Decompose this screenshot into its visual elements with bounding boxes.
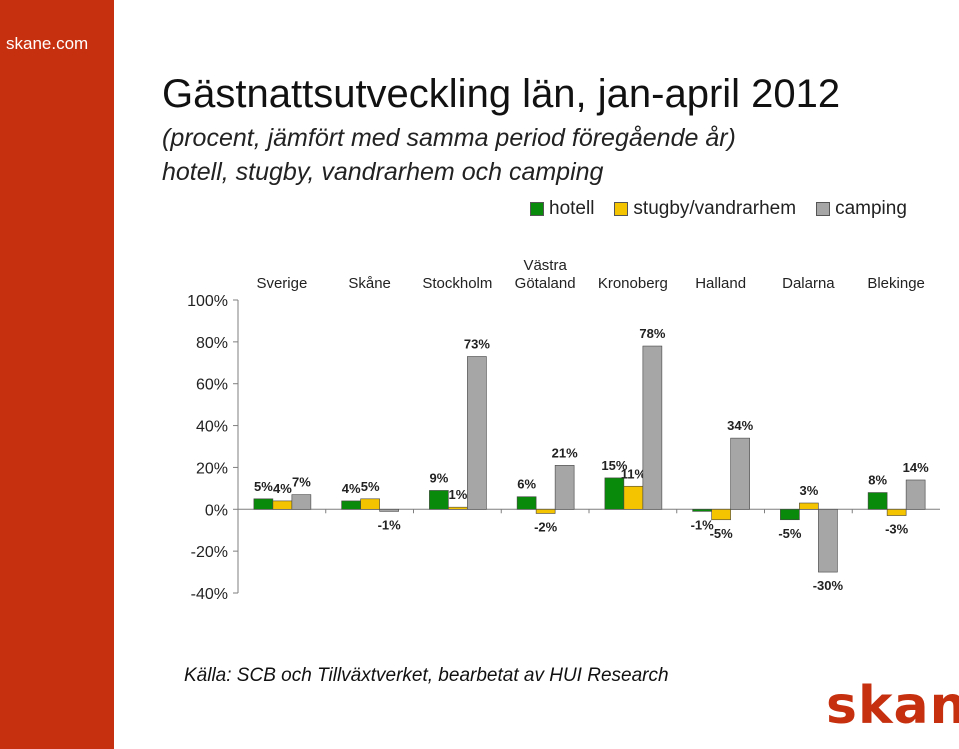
data-label: 5% (361, 479, 380, 494)
chart-title: Gästnattsutveckling län, jan-april 2012 (162, 72, 841, 116)
bar-hotell (341, 500, 361, 510)
data-label: 1% (448, 487, 467, 502)
category-label: Kronoberg (598, 275, 668, 292)
data-label: 8% (868, 473, 887, 488)
bar-stugby (360, 498, 380, 510)
data-label: -1% (691, 517, 715, 532)
data-label: -30% (813, 578, 844, 593)
y-tick-label: -20% (191, 544, 228, 561)
category-label: Blekinge (867, 275, 925, 292)
bar-stugby (886, 508, 907, 516)
y-tick-label: -40% (191, 586, 228, 603)
site-name[interactable]: skane.com (6, 34, 89, 53)
bar-hotell (604, 477, 625, 510)
category-label: Stockholm (422, 275, 492, 292)
data-label: -3% (885, 522, 909, 537)
data-label: 9% (429, 470, 448, 485)
bar-camping (467, 356, 487, 510)
data-label: 4% (273, 481, 292, 496)
data-label: 11% (621, 466, 647, 481)
chart-legend: hotell stugby/vandrarhem camping (530, 198, 927, 220)
bar-stugby (272, 500, 293, 510)
bar-stugby (799, 502, 819, 510)
bar-stugby (623, 485, 644, 510)
skane-logo: skane (826, 676, 959, 736)
bar-camping (554, 465, 575, 510)
bar-camping (818, 508, 838, 573)
legend-label-camping: camping (835, 198, 907, 219)
y-tick-label: 80% (196, 335, 228, 352)
y-tick-label: 100% (187, 293, 228, 310)
category-label: Västra (523, 257, 567, 274)
bar-stugby (535, 508, 556, 514)
data-label: 78% (639, 326, 665, 341)
data-label: 4% (342, 481, 361, 496)
category-label: Sverige (256, 275, 307, 292)
category-label: Skåne (348, 275, 391, 292)
bar-hotell (429, 490, 449, 510)
data-label: 6% (517, 477, 536, 492)
y-tick-label: 40% (196, 419, 228, 436)
category-label: Dalarna (782, 275, 835, 292)
data-label: 15% (601, 458, 627, 473)
data-label: -2% (534, 519, 558, 534)
bar-camping (730, 437, 750, 510)
bar-camping (642, 345, 663, 510)
bar-hotell (516, 496, 537, 510)
data-label: 34% (727, 418, 753, 433)
bar-camping (905, 479, 926, 510)
data-label: 3% (799, 483, 818, 498)
legend-label-hotell: hotell (549, 198, 595, 219)
data-label: 5% (254, 479, 273, 494)
y-tick-label: 20% (196, 460, 228, 477)
category-label: Götaland (515, 275, 576, 292)
bar-hotell (867, 492, 888, 510)
y-tick-label: 0% (205, 502, 228, 519)
data-label: 14% (903, 460, 929, 475)
chart-subtitle: (procent, jämfört med samma period föreg… (162, 124, 736, 152)
legend-swatch-camping (816, 202, 831, 216)
data-label: 73% (464, 337, 490, 352)
legend-swatch-hotell (530, 202, 544, 216)
data-label: -1% (378, 517, 402, 532)
data-label: -5% (778, 526, 802, 541)
bar-stugby (448, 506, 468, 510)
legend-item-camping: camping (816, 198, 907, 220)
bar-hotell (253, 498, 274, 510)
bar-camping (291, 494, 312, 510)
bar-hotell (692, 508, 712, 512)
y-tick-label: 60% (196, 377, 228, 394)
brand-sidebar: skane.com (0, 0, 114, 749)
legend-swatch-stugby (614, 202, 629, 216)
legend-item-stugby: stugby/vandrarhem (614, 198, 796, 220)
legend-label-stugby: stugby/vandrarhem (633, 198, 797, 219)
bar-hotell (780, 508, 800, 521)
chart-subtitle-2: hotell, stugby, vandrarhem och camping (162, 158, 604, 186)
legend-item-hotell: hotell (530, 198, 594, 220)
bar-camping (379, 508, 399, 512)
data-label: -5% (710, 526, 734, 541)
bar-stugby (711, 508, 731, 521)
data-label: 21% (552, 445, 578, 460)
data-label: 7% (292, 475, 311, 490)
source-note: Källa: SCB och Tillväxtverket, bearbetat… (184, 665, 669, 686)
category-label: Halland (695, 275, 746, 292)
